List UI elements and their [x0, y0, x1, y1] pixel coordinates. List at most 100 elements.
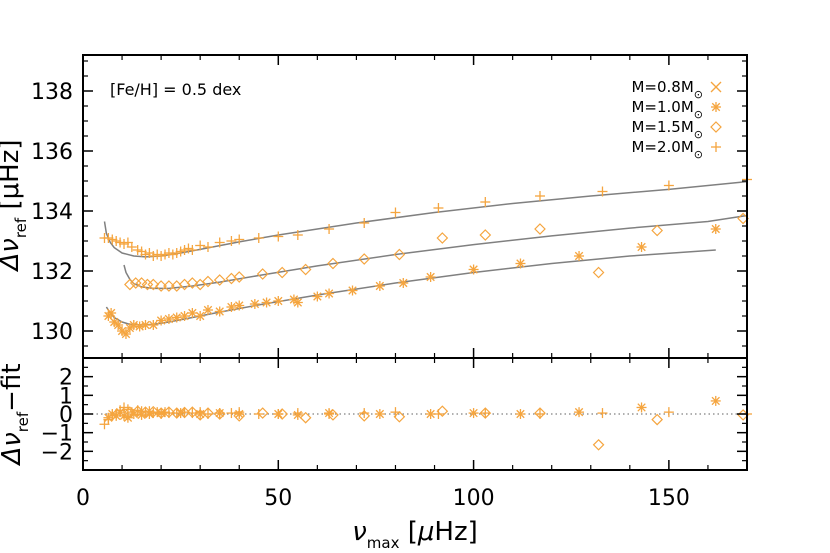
- data-point-asterisk-19: [226, 302, 237, 312]
- residual-point-asterisk-20: [515, 409, 526, 419]
- legend-label-sun-symbol: ⊙: [694, 128, 703, 141]
- data-point-diamond-21: [436, 232, 449, 244]
- data-point-plus-23: [195, 240, 206, 251]
- x-axis-label-part: [: [399, 517, 417, 547]
- data-point-asterisk-31: [425, 272, 436, 282]
- residual-point-plus-20: [195, 407, 206, 418]
- data-point-plus-36: [534, 191, 545, 201]
- y-tick-label: 130: [31, 320, 73, 345]
- data-point-plus-24: [202, 242, 213, 252]
- data-point-asterisk-34: [574, 251, 585, 261]
- residual-point-plus-17: [171, 408, 182, 419]
- residual-point-plus-21: [202, 409, 213, 419]
- y-tick-label: 2: [59, 366, 73, 391]
- annotation-metallicity: [Fe/H] = 0.5 dex: [110, 80, 241, 99]
- legend: M=0.8M⊙M=1.0M⊙M=1.5M⊙M=2.0M⊙: [631, 78, 722, 161]
- legend-label-text: M=0.8M: [631, 78, 693, 96]
- y-tick-label: 0: [59, 403, 73, 428]
- legend-label: M=0.8M⊙: [631, 78, 703, 101]
- data-point-diamond-6: [163, 280, 175, 292]
- data-point-plus-37: [597, 186, 608, 197]
- data-point-plus-7: [126, 242, 137, 252]
- data-point-asterisk-27: [324, 288, 335, 299]
- residual-point-plus-23: [226, 408, 237, 419]
- residual-point-plus-7: [126, 407, 137, 418]
- residual-point-asterisk-22: [636, 402, 647, 413]
- legend-label: M=1.5M⊙: [631, 118, 703, 141]
- data-point-asterisk-30: [398, 278, 409, 288]
- data-point-diamond-20: [393, 248, 406, 261]
- data-markers: [99, 174, 752, 451]
- x-axis-label-part: μ: [417, 517, 435, 547]
- residual-point-diamond-22: [592, 438, 605, 451]
- data-point-diamond-17: [299, 263, 312, 276]
- data-point-diamond-0: [124, 278, 136, 291]
- data-point-asterisk-11: [156, 315, 167, 326]
- data-point-diamond-4: [147, 278, 160, 291]
- y-tick-label: −1: [41, 422, 73, 447]
- data-point-plus-27: [234, 234, 245, 245]
- residual-point-asterisk-19: [468, 408, 479, 419]
- data-point-asterisk-28: [347, 285, 358, 296]
- residual-point-asterisk-23: [710, 395, 721, 406]
- data-point-diamond-14: [233, 271, 246, 283]
- y-tick-label: −2: [41, 440, 73, 465]
- residual-point-diamond-12: [233, 410, 246, 422]
- x-tick-label: 0: [76, 486, 90, 511]
- legend-marker-asterisk: [711, 102, 721, 112]
- residual-point-diamond-23: [651, 413, 664, 426]
- legend-label-text: M=1.5M: [631, 118, 693, 136]
- data-point-diamond-19: [358, 253, 371, 265]
- legend-label-text: M=2.0M: [631, 138, 693, 156]
- residual-point-plus-33: [534, 409, 545, 419]
- bottom-y-axis-label: Δνref−fit: [0, 363, 32, 466]
- fit-curves: [103, 180, 748, 326]
- data-point-asterisk-14: [179, 311, 190, 321]
- data-point-asterisk-33: [515, 258, 526, 269]
- legend-label: M=2.0M⊙: [631, 138, 703, 161]
- data-point-plus-28: [253, 233, 264, 243]
- data-point-asterisk-32: [468, 264, 479, 275]
- top-y-axis-label-part: Δν: [0, 238, 25, 272]
- data-point-asterisk-26: [312, 291, 323, 302]
- data-point-diamond-22: [479, 229, 492, 241]
- data-point-asterisk-29: [374, 281, 385, 291]
- residual-point-asterisk-17: [374, 409, 385, 419]
- legend-label-text: M=1.0M: [631, 98, 693, 116]
- residual-point-plus-24: [234, 407, 245, 418]
- residual-point-diamond-11: [213, 408, 226, 420]
- chart-text: [Fe/H] = 0.5 dex 0 50 100 150 130 132 134 136 13…: [0, 78, 722, 552]
- fit-curve-3: [103, 180, 748, 258]
- data-point-plus-25: [214, 237, 225, 248]
- x-tick-label: 100: [453, 486, 495, 511]
- y-tick-label: 132: [31, 260, 73, 285]
- bottom-y-axis-label-part: Δν: [0, 432, 27, 466]
- x-axis-label-part: ν: [352, 517, 367, 547]
- top-y-axis-label: Δνref [μHz]: [0, 140, 30, 273]
- residual-point-plus-29: [359, 408, 370, 419]
- y-tick-label: 138: [31, 80, 73, 105]
- residual-point-plus-28: [324, 409, 335, 419]
- top-y-axis-label-part: [μHz]: [0, 140, 25, 218]
- data-point-asterisk-21: [249, 299, 260, 309]
- residual-point-asterisk-21: [574, 407, 585, 418]
- data-point-diamond-9: [186, 277, 199, 289]
- data-point-asterisk-20: [234, 300, 245, 311]
- legend-label-sun-symbol: ⊙: [694, 148, 703, 161]
- data-point-asterisk-25: [292, 297, 303, 308]
- data-point-asterisk-5: [120, 329, 131, 339]
- y-tick-label: 1: [59, 384, 73, 409]
- data-point-asterisk-1: [106, 308, 117, 318]
- data-point-diamond-11: [202, 275, 214, 288]
- residual-point-plus-31: [433, 409, 444, 419]
- legend-label-sun-symbol: ⊙: [694, 108, 703, 121]
- data-point-asterisk-22: [261, 297, 272, 308]
- residual-point-plus-19: [187, 408, 198, 419]
- residual-point-plus-22: [214, 408, 225, 419]
- data-point-plus-29: [273, 231, 284, 242]
- data-point-plus-30: [292, 230, 303, 240]
- data-point-asterisk-18: [214, 306, 225, 317]
- legend-marker-diamond: [710, 121, 722, 133]
- legend-label: M=1.0M⊙: [631, 98, 703, 121]
